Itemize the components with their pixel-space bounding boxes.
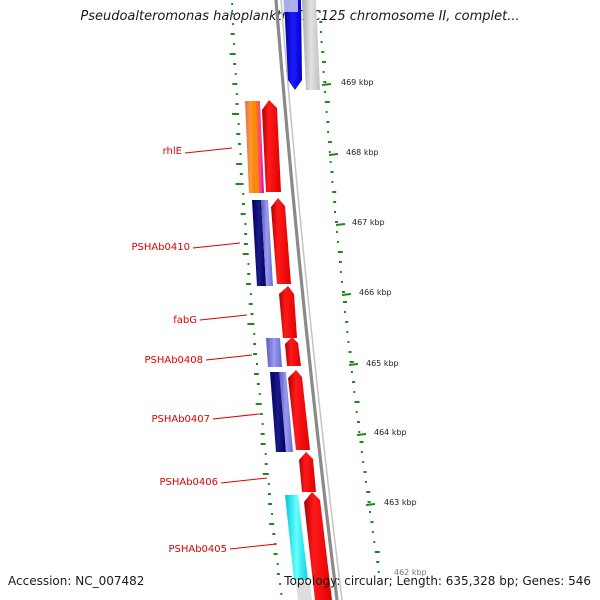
scale-label: 468 kbp bbox=[346, 148, 379, 157]
gene-pshab0405 bbox=[285, 495, 308, 580]
gene-label-fabg: fabG bbox=[173, 315, 197, 326]
cds-forward bbox=[271, 198, 291, 284]
gene-label-pshab0410: PSHAb0410 bbox=[131, 242, 190, 253]
scale-label: 469 kbp bbox=[341, 78, 374, 87]
scale-label: 463 kbp bbox=[384, 498, 417, 507]
gc-content-ticks bbox=[229, 3, 283, 595]
gene-pshab0407 bbox=[270, 372, 286, 452]
backbone bbox=[274, 0, 343, 600]
grey-feature bbox=[302, 0, 320, 90]
topology-stats-text: Topology: circular; Length: 635,328 bp; … bbox=[284, 574, 591, 588]
scale-ruler: 469 kbp 468 kbp 467 kbp 466 kbp 465 kbp … bbox=[321, 78, 427, 577]
cds-forward bbox=[262, 100, 281, 192]
gene-label-pshab0408: PSHAb0408 bbox=[144, 355, 203, 366]
gene-fabg bbox=[279, 286, 297, 338]
gene-pshab0406 bbox=[299, 452, 316, 492]
gene-label-pshab0405: PSHAb0405 bbox=[168, 544, 227, 555]
gc-skew-ticks bbox=[318, 11, 380, 573]
gene-features bbox=[245, 100, 332, 600]
accession-text: Accession: NC_007482 bbox=[8, 574, 145, 588]
top-features bbox=[283, 0, 320, 90]
gene-label-pshab0406: PSHAb0406 bbox=[159, 477, 218, 488]
reverse-cds bbox=[284, 0, 302, 90]
scale-label: 464 kbp bbox=[374, 428, 407, 437]
cds-forward bbox=[285, 337, 301, 366]
gene-pshab0408 bbox=[266, 338, 282, 367]
gene-label-pshab0407: PSHAb0407 bbox=[151, 414, 210, 425]
cds-forward bbox=[304, 492, 332, 600]
gene-labels: rhlE PSHAb0410 fabG PSHAb0408 PSHAb0407 … bbox=[131, 146, 277, 555]
gene-label-rhle: rhlE bbox=[163, 146, 182, 157]
lavender-fragment bbox=[283, 0, 298, 12]
scale-label: 465 kbp bbox=[366, 359, 399, 368]
gene-pshab0410 bbox=[252, 200, 266, 286]
scale-label: 466 kbp bbox=[359, 288, 392, 297]
scale-label: 462 kbp bbox=[394, 568, 427, 577]
cds-forward bbox=[288, 370, 310, 450]
scale-label: 467 kbp bbox=[352, 218, 385, 227]
